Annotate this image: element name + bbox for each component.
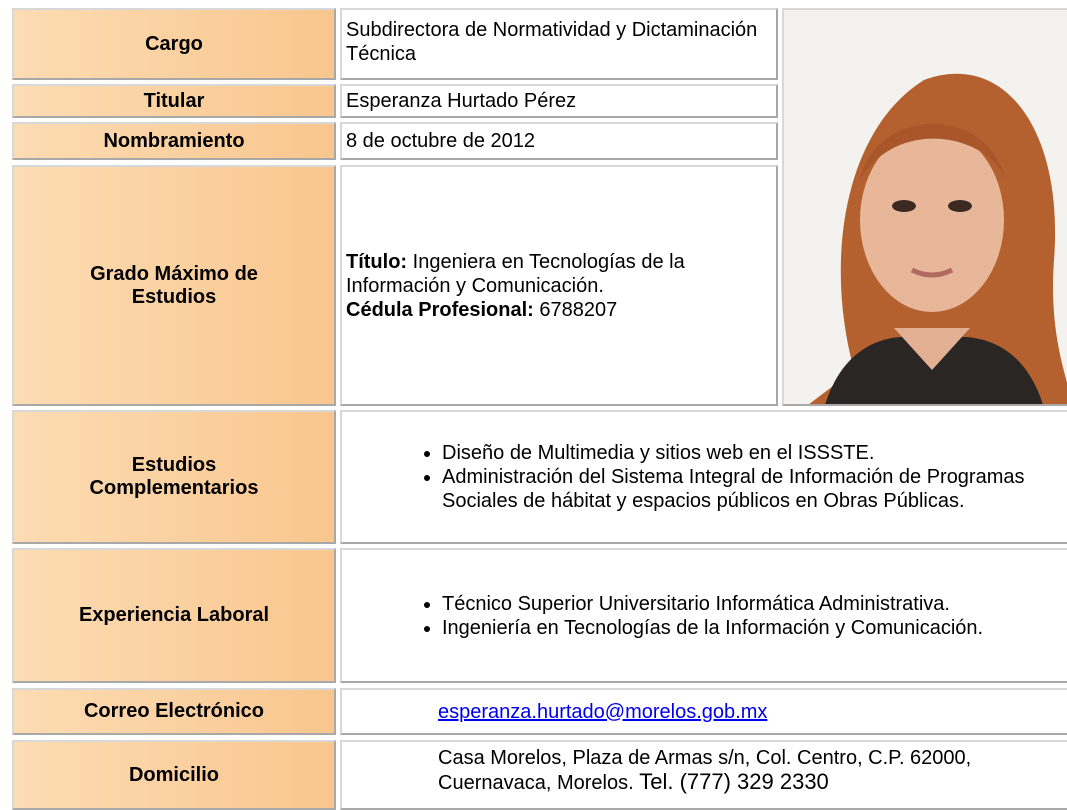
email-link[interactable]: esperanza.hurtado@morelos.gob.mx (438, 700, 768, 723)
field-label: Cédula Profesional: (346, 298, 534, 321)
label-cell: Domicilio (12, 740, 336, 810)
list-item: Administración del Sistema Integral de I… (442, 465, 1067, 513)
list-item: Técnico Superior Universitario Informáti… (442, 592, 1002, 616)
list-item: Diseño de Multimedia y sitios web en el … (442, 441, 1067, 465)
value-cell: Casa Morelos, Plaza de Armas s/n, Col. C… (340, 740, 1067, 810)
value: Ingeniera en Tecnologías de la Informaci… (346, 250, 685, 297)
label-cell: Titular (12, 84, 336, 118)
value-cell: Técnico Superior Universitario Informáti… (340, 548, 1067, 683)
label-cell: Estudios Complementarios (12, 410, 336, 544)
value-cell: Esperanza Hurtado Pérez (340, 84, 778, 118)
list: Técnico Superior Universitario Informáti… (346, 592, 1002, 640)
value-cell: Subdirectora de Normatividad y Dictamina… (340, 8, 778, 80)
portrait (784, 10, 1067, 404)
value-cell: Título: Ingeniera en Tecnologías de la I… (340, 165, 778, 406)
label: Experiencia Laboral (78, 604, 270, 626)
value: Subdirectora de Normatividad y Dictamina… (346, 19, 758, 65)
label-cell: Cargo (12, 8, 336, 80)
value-cell: 8 de octubre de 2012 (340, 122, 778, 160)
label: Domicilio (128, 763, 219, 786)
value: 6788207 (539, 298, 618, 321)
value: Esperanza Hurtado Pérez (346, 90, 577, 112)
field-label: Título: (346, 250, 408, 273)
label-cell: Experiencia Laboral (12, 548, 336, 683)
value: 8 de octubre de 2012 (346, 130, 536, 152)
label: Correo Electrónico (83, 700, 265, 722)
label-cell: Grado Máximo de Estudios (12, 165, 336, 406)
label: Grado Máximo de Estudios (90, 262, 258, 308)
label: Nombramiento (103, 129, 245, 152)
label-cell: Nombramiento (12, 122, 336, 160)
value-cell: esperanza.hurtado@morelos.gob.mx (340, 688, 1067, 735)
photo (782, 8, 1067, 406)
list-item: Ingeniería en Tecnologías de la Informac… (442, 616, 1002, 640)
label: Cargo (145, 32, 203, 55)
label: Estudios Complementarios (89, 454, 259, 499)
label-cell: Correo Electrónico (12, 688, 336, 735)
value-cell: Diseño de Multimedia y sitios web en el … (340, 410, 1067, 544)
label: Titular (143, 89, 205, 112)
phone: Tel. (777) 329 2330 (639, 769, 829, 794)
list: Diseño de Multimedia y sitios web en el … (346, 441, 1067, 513)
value: Casa Morelos, Plaza de Armas s/n, Col. C… (438, 747, 972, 794)
